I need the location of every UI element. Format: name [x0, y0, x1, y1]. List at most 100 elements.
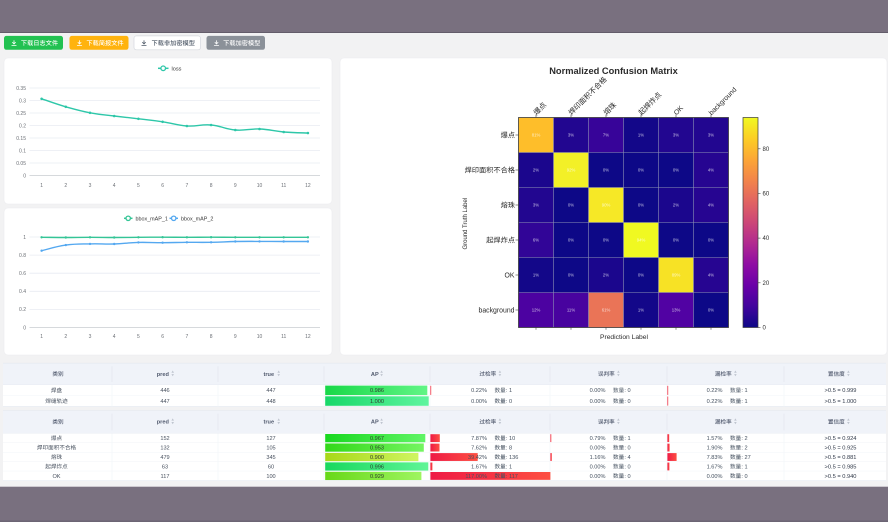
- svg-text:100: 100: [266, 474, 275, 480]
- svg-text:0.00%: 0.00%: [590, 464, 606, 470]
- svg-text:5: 5: [137, 183, 140, 189]
- svg-text:7: 7: [186, 334, 189, 340]
- svg-text:true: true: [264, 420, 275, 426]
- svg-text:0.1: 0.1: [19, 148, 26, 154]
- svg-text:: 0: : 0: [624, 474, 630, 480]
- svg-text:90%: 90%: [602, 203, 611, 208]
- svg-text:0: 0: [23, 325, 26, 331]
- svg-text:89%: 89%: [672, 273, 681, 278]
- svg-text:0.900: 0.900: [370, 455, 384, 461]
- svg-text:AP: AP: [371, 420, 379, 426]
- svg-text:0%: 0%: [603, 238, 609, 243]
- svg-text:11%: 11%: [567, 308, 575, 313]
- svg-text:0%: 0%: [638, 168, 644, 173]
- svg-text:447: 447: [266, 388, 275, 394]
- svg-text:12: 12: [305, 183, 311, 189]
- svg-text:2%: 2%: [533, 168, 539, 173]
- svg-text:0.00%: 0.00%: [590, 474, 606, 480]
- svg-text:0%: 0%: [708, 238, 714, 243]
- svg-text:background: background: [478, 307, 514, 314]
- svg-text:6: 6: [161, 334, 164, 340]
- svg-text:1.16%: 1.16%: [590, 455, 606, 461]
- svg-text:39.42%: 39.42%: [468, 455, 487, 461]
- svg-text:8: 8: [210, 183, 213, 189]
- svg-text:0.15: 0.15: [16, 136, 26, 142]
- svg-text:0.986: 0.986: [370, 388, 384, 394]
- svg-text:4: 4: [113, 334, 116, 340]
- svg-text:0.00%: 0.00%: [590, 388, 606, 394]
- svg-text:OK: OK: [52, 474, 60, 480]
- svg-text:>0.5 = 0.925: >0.5 = 0.925: [825, 446, 857, 452]
- svg-text:0%: 0%: [638, 203, 644, 208]
- svg-text:0.3: 0.3: [19, 98, 26, 104]
- svg-text:11: 11: [281, 183, 286, 189]
- svg-text:: 1: : 1: [741, 388, 747, 394]
- svg-text:1.57%: 1.57%: [707, 436, 723, 442]
- svg-text:: 0: : 0: [624, 446, 630, 452]
- svg-text:0.953: 0.953: [370, 446, 384, 452]
- svg-text:: 0: : 0: [624, 399, 630, 405]
- svg-text:0.00%: 0.00%: [590, 446, 606, 452]
- svg-text:479: 479: [160, 455, 169, 461]
- svg-text:2: 2: [64, 183, 67, 189]
- svg-text:: 0: : 0: [741, 474, 747, 480]
- svg-text:1: 1: [40, 183, 43, 189]
- svg-text:448: 448: [266, 399, 275, 405]
- svg-text:: 0: : 0: [624, 388, 630, 394]
- svg-text:3%: 3%: [673, 133, 679, 138]
- svg-text:7: 7: [186, 183, 189, 189]
- svg-text:7.62%: 7.62%: [471, 446, 487, 452]
- svg-text:0.35: 0.35: [16, 86, 26, 92]
- svg-text:OK: OK: [505, 272, 515, 279]
- svg-text:7%: 7%: [603, 133, 609, 138]
- svg-text:2: 2: [64, 334, 67, 340]
- svg-text:0.22%: 0.22%: [707, 388, 723, 394]
- svg-text:0: 0: [23, 173, 26, 179]
- svg-text:345: 345: [266, 455, 275, 461]
- svg-text:>0.5 = 1.000: >0.5 = 1.000: [825, 399, 857, 405]
- svg-text:: 4: : 4: [624, 455, 630, 461]
- svg-text:0.22%: 0.22%: [707, 399, 723, 405]
- svg-text:81%: 81%: [532, 133, 541, 138]
- svg-text:0.00%: 0.00%: [471, 399, 487, 405]
- svg-text:: 1: : 1: [506, 388, 512, 394]
- svg-text:bbox_mAP_2: bbox_mAP_2: [181, 216, 213, 222]
- svg-text:447: 447: [160, 399, 169, 405]
- svg-text:: 8: : 8: [506, 446, 512, 452]
- svg-text:2%: 2%: [673, 203, 679, 208]
- svg-text:: 136: : 136: [506, 455, 518, 461]
- svg-text:0.79%: 0.79%: [590, 436, 606, 442]
- svg-text:1%: 1%: [638, 133, 644, 138]
- svg-text:152: 152: [160, 436, 169, 442]
- svg-text:60: 60: [763, 192, 770, 198]
- svg-text:1: 1: [40, 334, 43, 340]
- svg-text:0.4: 0.4: [19, 289, 26, 295]
- svg-text:>0.5 = 0.881: >0.5 = 0.881: [825, 455, 857, 461]
- svg-text:pred: pred: [157, 420, 170, 426]
- svg-text:1%: 1%: [638, 308, 644, 313]
- svg-text:: 1: : 1: [506, 464, 512, 470]
- svg-text:3%: 3%: [568, 133, 574, 138]
- svg-text:: 0: : 0: [506, 399, 512, 405]
- svg-text:pred: pred: [157, 372, 170, 378]
- svg-text:2%: 2%: [603, 273, 609, 278]
- svg-text:1.90%: 1.90%: [707, 446, 723, 452]
- svg-text:Normalized Confusion Matrix: Normalized Confusion Matrix: [549, 66, 678, 76]
- svg-text:3: 3: [89, 334, 92, 340]
- svg-text:0.00%: 0.00%: [590, 399, 606, 405]
- svg-text:4%: 4%: [708, 273, 714, 278]
- svg-text:0.25: 0.25: [16, 111, 26, 117]
- svg-text:>0.5 = 0.985: >0.5 = 0.985: [825, 464, 857, 470]
- svg-text:63: 63: [162, 464, 168, 470]
- svg-text:: 10: : 10: [506, 436, 515, 442]
- svg-text:: 2: : 2: [741, 436, 747, 442]
- svg-text:0%: 0%: [638, 273, 644, 278]
- svg-text:13%: 13%: [672, 308, 681, 313]
- svg-text:AP: AP: [371, 372, 379, 378]
- svg-text:0.929: 0.929: [370, 474, 384, 480]
- svg-text:10: 10: [257, 183, 263, 189]
- svg-text:0%: 0%: [568, 273, 574, 278]
- svg-text:40: 40: [763, 236, 770, 242]
- svg-text:12%: 12%: [532, 308, 541, 313]
- svg-text:1.000: 1.000: [370, 399, 384, 405]
